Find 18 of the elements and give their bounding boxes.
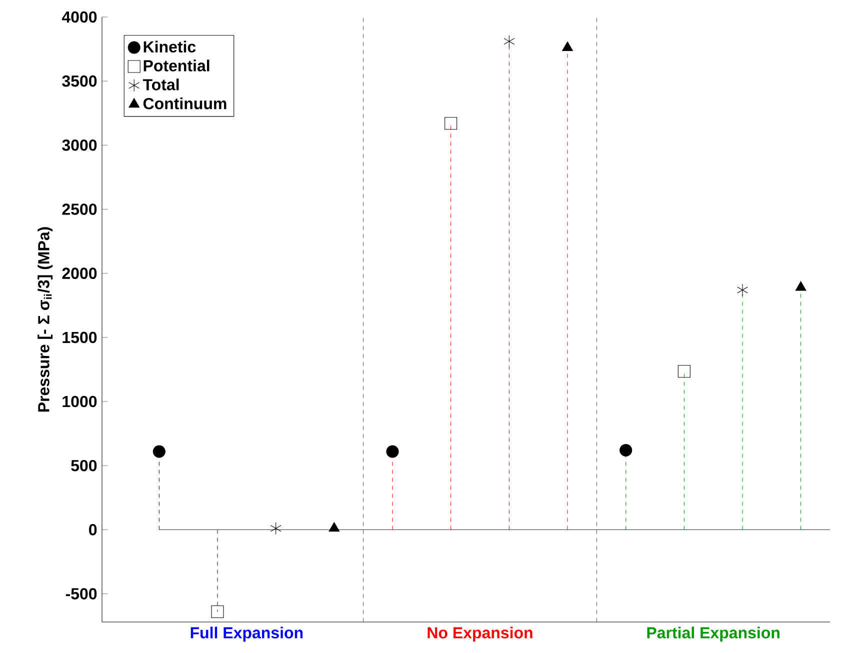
y-tick-label: -500 [66,588,97,600]
y-tick-label: 3000 [62,140,97,151]
y-tick-label: 3500 [62,75,97,87]
x-tick-label: Full Expansion [190,626,303,642]
y-tick-label: 1000 [62,396,97,408]
y-tick-label: 2000 [62,268,97,279]
y-tick-label: 4000 [62,11,97,23]
y-tick-label: 2500 [62,204,97,215]
y-tick-label: 1500 [62,332,97,344]
x-tick-label: Partial Expansion [647,626,780,642]
y-tick-label: 0 [89,524,97,536]
legend-label: Total [142,78,179,90]
legend-label: Kinetic [144,40,196,52]
legend-label: Continuum [143,98,226,110]
legend-label: Potential [144,60,210,72]
y-axis-title: Pressure [- Σ σ$_{ii}$/3] (MPa) [38,227,53,412]
x-tick-label: No Expansion [428,626,532,642]
y-tick-label: 500 [71,460,97,472]
